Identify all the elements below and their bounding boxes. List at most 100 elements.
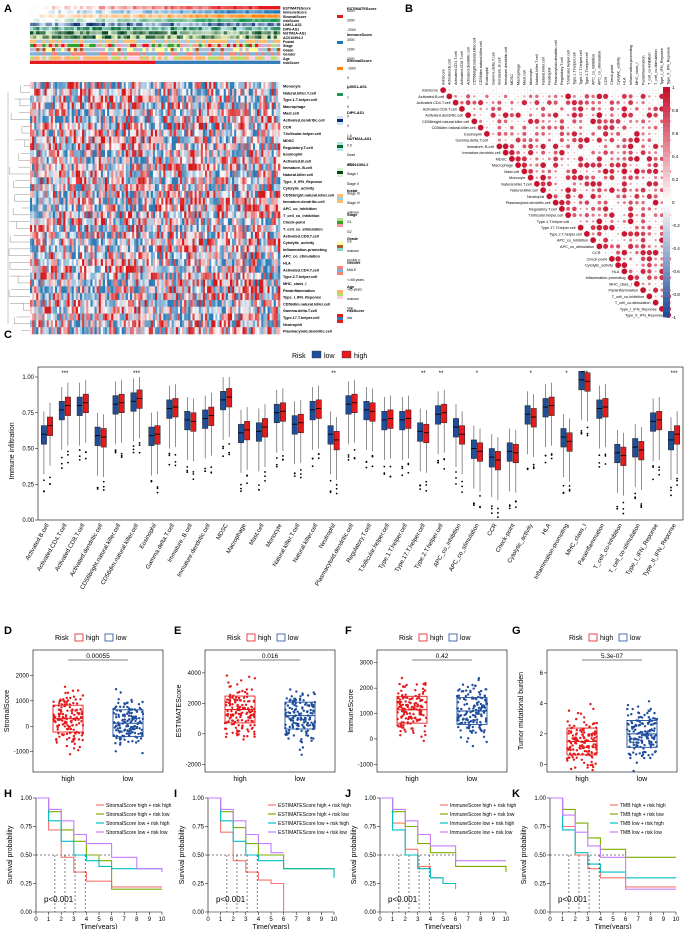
heatmap-cell — [202, 238, 206, 246]
heatmap-cell — [152, 204, 156, 212]
heatmap-cell — [67, 265, 70, 273]
heatmap-cell — [88, 259, 91, 267]
heatmap-cell — [269, 238, 272, 246]
heatmap-cell — [48, 177, 52, 185]
heatmap-cell — [240, 102, 243, 110]
heatmap-cell — [255, 184, 258, 192]
heatmap-cell — [69, 252, 72, 260]
heatmap-cell — [117, 204, 120, 212]
heatmap-cell — [86, 211, 89, 219]
heatmap-cell — [144, 109, 147, 117]
heatmap-track-cell — [239, 22, 243, 27]
heatmap-cell — [232, 88, 235, 96]
heatmap-cell — [121, 265, 125, 273]
heatmap-cell — [236, 156, 239, 165]
heatmap-cell — [232, 245, 235, 253]
heatmap-cell — [211, 122, 214, 130]
heatmap-track-cell — [201, 22, 206, 27]
heatmap-cell — [188, 143, 191, 151]
heatmap-cell — [46, 129, 50, 137]
heatmap-cell — [267, 82, 270, 90]
heatmap-cell — [200, 156, 204, 165]
heatmap-track-cell — [48, 18, 53, 22]
heatmap-track-cell — [67, 10, 71, 14]
heatmap-track-cell — [51, 60, 56, 64]
heatmap-cell — [142, 293, 145, 301]
heatmap-cell — [144, 102, 147, 110]
heatmap-track-cell — [114, 10, 118, 14]
heatmap-cell — [46, 279, 50, 287]
heatmap-cell — [61, 163, 64, 171]
heatmap-cell — [142, 259, 145, 267]
heatmap-track-cell — [36, 35, 40, 39]
heatmap-cell — [171, 150, 175, 158]
heatmap-cell — [84, 163, 87, 171]
heatmap-track-cell — [189, 18, 193, 22]
heatmap-cell — [177, 272, 181, 280]
heatmap-cell — [275, 204, 279, 212]
heatmap-cell — [121, 109, 125, 117]
heatmap-cell — [71, 252, 75, 260]
heatmap-cell — [188, 265, 191, 273]
heatmap-cell — [267, 143, 270, 151]
heatmap-cell — [127, 116, 131, 124]
heatmap-track-cell — [217, 48, 221, 52]
heatmap-cell — [92, 136, 95, 144]
heatmap-track-cell — [61, 60, 65, 64]
heatmap-cell — [263, 259, 266, 267]
heatmap-cell — [140, 116, 143, 124]
heatmap-cell — [192, 279, 195, 287]
heatmap-cell — [98, 122, 102, 130]
heatmap-cell — [267, 272, 270, 280]
heatmap-cell — [111, 95, 114, 103]
heatmap-cell — [259, 265, 262, 273]
heatmap-cell — [140, 156, 143, 165]
heatmap-track-cell — [236, 22, 240, 27]
heatmap-cell — [38, 150, 41, 158]
heatmap-cell — [88, 102, 91, 110]
heatmap-cell — [146, 279, 150, 287]
heatmap-cell — [98, 231, 102, 239]
heatmap-cell — [63, 95, 66, 103]
heatmap-cell — [113, 225, 116, 233]
heatmap-cell — [263, 136, 266, 144]
heatmap-cell — [102, 204, 106, 212]
heatmap-cell — [136, 177, 139, 185]
heatmap-cell — [230, 190, 233, 199]
heatmap-cell — [186, 95, 189, 103]
heatmap-track-cell — [155, 56, 159, 60]
heatmap-track-cell — [76, 31, 81, 35]
heatmap-track-cell — [58, 39, 62, 43]
heatmap-cell — [71, 211, 75, 219]
heatmap-track-cell — [220, 56, 225, 60]
heatmap-cell — [146, 95, 150, 103]
heatmap-cell — [273, 136, 277, 144]
heatmap-cell — [271, 150, 275, 158]
heatmap-track-cell — [245, 6, 250, 10]
heatmap-cell — [209, 218, 212, 226]
heatmap-cell — [148, 225, 152, 233]
heatmap-cell — [48, 102, 52, 110]
heatmap-cell — [123, 279, 127, 287]
heatmap-cell — [205, 109, 208, 117]
heatmap-cell — [236, 109, 239, 117]
heatmap-cell — [67, 272, 70, 280]
heatmap-cell — [163, 190, 166, 199]
heatmap-cell — [202, 259, 206, 267]
heatmap-cell — [200, 102, 204, 110]
heatmap-cell — [67, 293, 70, 301]
heatmap-cell — [248, 170, 252, 178]
heatmap-cell — [269, 279, 272, 287]
heatmap-cell — [142, 122, 145, 130]
heatmap-track-cell — [133, 6, 137, 10]
heatmap-cell — [71, 122, 75, 130]
heatmap-cell — [200, 252, 204, 260]
heatmap-cell — [232, 231, 235, 239]
heatmap-cell — [140, 122, 143, 130]
heatmap-track-cell — [198, 48, 203, 52]
heatmap-cell — [257, 136, 260, 144]
heatmap-cell — [102, 156, 106, 165]
heatmap-track-cell — [233, 56, 237, 60]
heatmap-row-label: CCR — [283, 125, 291, 129]
heatmap-cell — [217, 129, 220, 137]
